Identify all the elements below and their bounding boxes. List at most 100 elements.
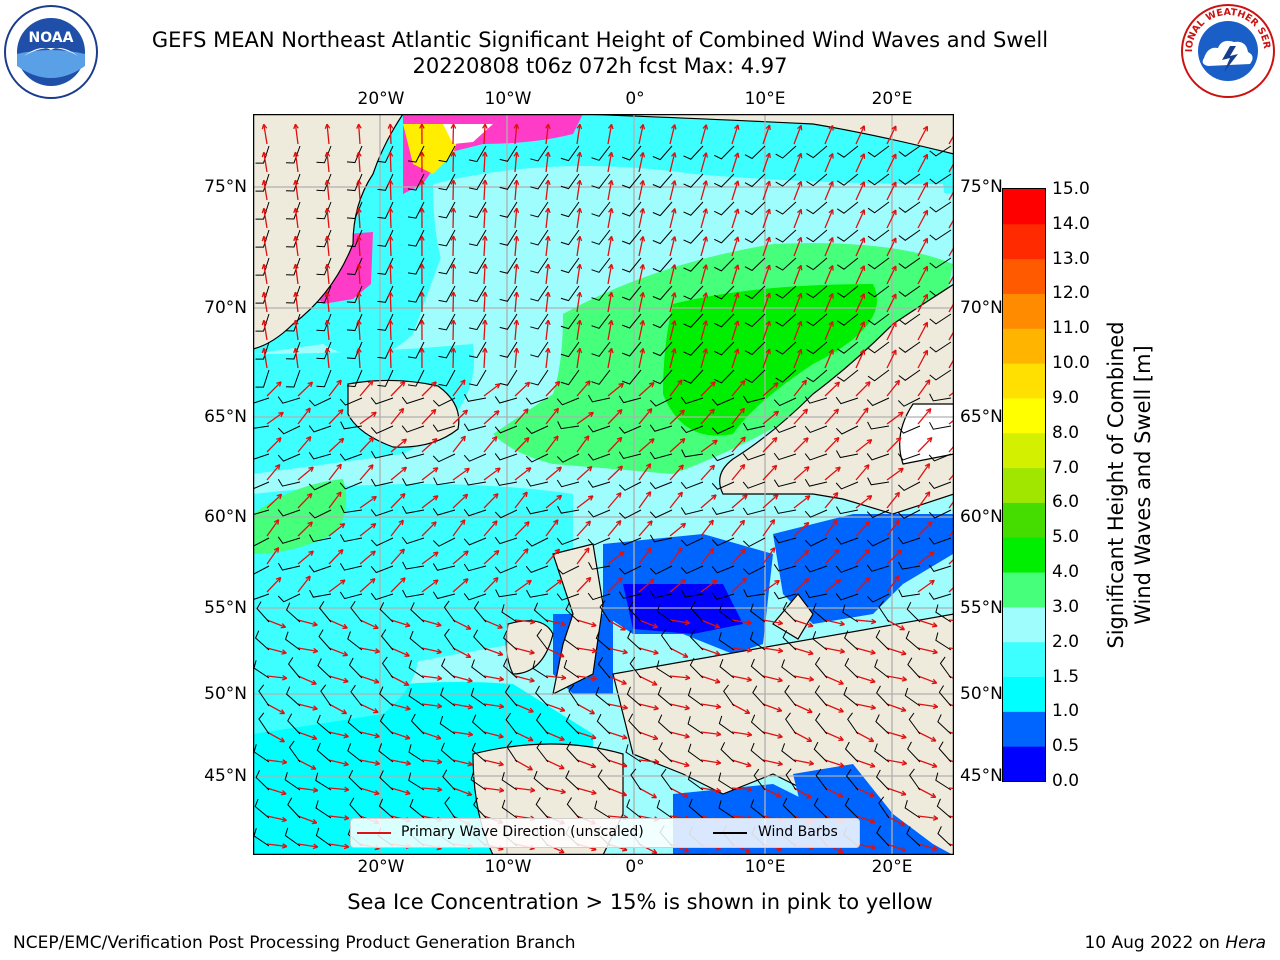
wind-barb	[591, 201, 611, 217]
wave-arrow-head	[671, 320, 677, 326]
wave-direction-arrow	[948, 500, 954, 509]
wave-arrow-head	[777, 733, 783, 739]
wave-arrow-head	[356, 123, 362, 129]
wind-barb	[618, 451, 642, 460]
wave-direction-arrow	[545, 180, 549, 201]
colorbar-segment	[1003, 676, 1045, 712]
colorbar-segment	[1003, 572, 1045, 608]
wave-arrow-head	[342, 623, 348, 629]
wave-arrow-head	[553, 519, 559, 525]
wind-barb	[652, 145, 673, 161]
wave-arrow-head	[293, 235, 299, 242]
wind-barb	[867, 369, 890, 382]
wave-direction-arrow	[917, 703, 938, 708]
wave-arrow-head	[419, 151, 425, 157]
wave-arrow-head	[895, 437, 902, 443]
wind-barb	[318, 601, 332, 623]
wave-arrow-head	[576, 319, 583, 326]
wave-direction-arrow	[297, 787, 318, 792]
wave-direction-arrow	[917, 210, 928, 229]
wave-arrow-head	[419, 207, 425, 213]
wind-barb	[656, 799, 673, 819]
wave-arrow-head	[482, 319, 488, 325]
wave-arrow-head	[436, 758, 443, 765]
wind-barb	[680, 425, 704, 434]
wave-arrow-head	[808, 760, 815, 766]
wave-direction-arrow	[731, 703, 750, 714]
wind-barb	[378, 743, 394, 763]
wave-direction-arrow	[607, 152, 613, 173]
wind-barb	[320, 684, 332, 707]
wind-barb	[806, 201, 828, 215]
wave-direction-arrow	[948, 529, 954, 537]
wind-barb	[308, 397, 332, 407]
wave-direction-arrow	[545, 236, 549, 257]
wind-barb	[370, 397, 394, 405]
wave-arrow-head	[622, 648, 628, 655]
wind-barb	[530, 229, 549, 246]
wave-direction-arrow	[762, 647, 783, 652]
wave-direction-arrow	[886, 519, 900, 537]
colorbar-segment	[1003, 397, 1045, 434]
wave-arrow-head	[838, 762, 845, 768]
wave-direction-arrow	[886, 575, 900, 593]
wind-barb	[565, 770, 580, 791]
wind-barb	[929, 201, 952, 213]
wave-arrow-head	[682, 652, 689, 658]
wind-barb	[775, 285, 797, 299]
wind-barb	[438, 285, 456, 303]
wave-direction-arrow	[669, 647, 689, 658]
wave-arrow-head	[868, 736, 875, 743]
wind-barb	[471, 714, 487, 735]
wind-barb	[626, 799, 642, 819]
wave-arrow-head	[387, 151, 394, 157]
wave-arrow-head	[806, 793, 812, 799]
wave-direction-arrow	[917, 408, 932, 425]
wave-arrow-head	[828, 125, 834, 131]
wind-barb	[597, 769, 611, 791]
lon-label-top: 20°W	[357, 89, 405, 109]
wind-barb	[315, 772, 332, 791]
wind-barb	[277, 509, 301, 517]
wave-arrow-head	[808, 676, 815, 682]
wave-direction-arrow	[514, 437, 530, 453]
wave-arrow-head	[450, 207, 457, 213]
wave-arrow-head	[513, 207, 520, 213]
wave-direction-arrow	[638, 520, 653, 537]
wave-arrow-head	[622, 704, 628, 711]
wave-direction-arrow	[700, 152, 708, 173]
wave-direction-arrow	[917, 266, 928, 285]
wave-arrow-head	[356, 151, 362, 157]
wind-barb	[469, 229, 487, 247]
wave-direction-arrow	[638, 703, 659, 710]
wave-direction-arrow	[390, 438, 407, 453]
wind-barb	[255, 369, 270, 388]
wind-barb	[836, 145, 859, 158]
wind-barb	[444, 796, 456, 819]
wave-direction-arrow	[545, 380, 561, 397]
wave-arrow-head	[305, 575, 311, 582]
wave-direction-arrow	[326, 348, 330, 369]
wind-barb	[618, 395, 642, 404]
wave-direction-arrow	[948, 419, 954, 425]
wind-barb	[317, 658, 332, 679]
wave-direction-arrow	[886, 209, 897, 229]
wave-arrow-head	[828, 265, 834, 271]
wave-direction-arrow	[793, 522, 810, 537]
wind-barb	[370, 509, 394, 517]
wind-barb	[622, 257, 642, 273]
wind-barb	[277, 593, 301, 603]
wave-direction-arrow	[294, 320, 299, 341]
wave-arrow-head	[870, 704, 876, 711]
wave-arrow-head	[680, 578, 687, 585]
wave-arrow-head	[671, 264, 677, 270]
wind-barb	[723, 684, 735, 707]
wind-barb	[536, 740, 549, 763]
wave-arrow-head	[400, 577, 406, 583]
wind-barb	[874, 659, 890, 679]
wind-barb	[804, 396, 828, 404]
wind-barb	[565, 602, 580, 623]
denmark	[772, 593, 814, 640]
wave-direction-arrow	[762, 152, 771, 173]
wind-barb	[836, 173, 859, 186]
